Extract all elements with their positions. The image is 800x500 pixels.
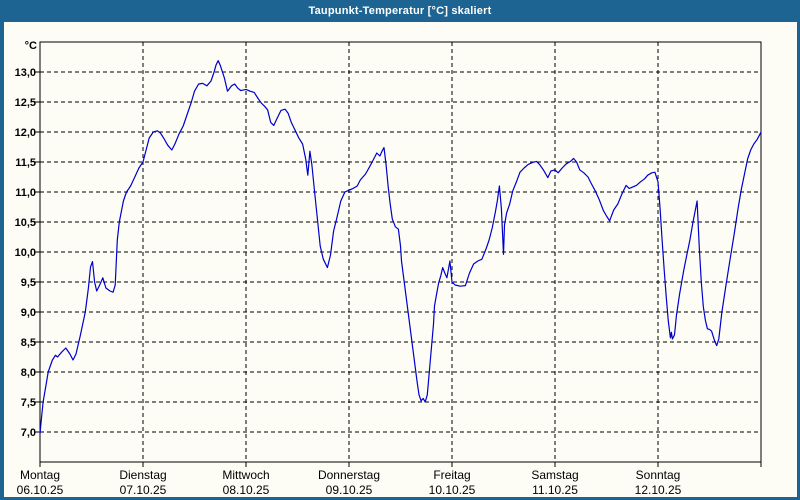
y-tick-label: 7,0 <box>21 427 36 439</box>
y-tick-label: 10,5 <box>15 217 36 229</box>
y-tick-label: 13,0 <box>15 67 36 79</box>
y-tick-label: 11,5 <box>15 157 36 169</box>
x-date-label: 09.10.25 <box>326 483 373 497</box>
x-day-label: Mittwoch <box>222 468 269 482</box>
plot-border <box>39 41 762 463</box>
y-tick-label: 8,0 <box>21 367 36 379</box>
x-date-label: 10.10.25 <box>429 483 476 497</box>
x-day-label: Sonntag <box>636 468 681 482</box>
chart-background <box>4 22 797 497</box>
x-date-label: 12.10.25 <box>635 483 682 497</box>
y-tick-label: 9,5 <box>21 277 36 289</box>
x-day-label: Dienstag <box>119 468 166 482</box>
x-date-label: 11.10.25 <box>532 483 578 497</box>
y-tick-label: 10,0 <box>15 247 36 259</box>
window-title: Taupunkt-Temperatur [°C] skaliert <box>308 5 492 17</box>
y-tick-label: 11,0 <box>15 187 36 199</box>
y-tick-label: 8,5 <box>21 337 36 349</box>
axes <box>35 41 762 467</box>
x-day-label: Donnerstag <box>318 468 380 482</box>
y-tick-label: 12,0 <box>15 127 36 139</box>
window-title-bar[interactable]: Taupunkt-Temperatur [°C] skaliert <box>0 0 800 22</box>
temperature-line <box>39 59 762 435</box>
x-day-label: Montag <box>20 468 60 482</box>
x-day-label: Samstag <box>531 468 578 482</box>
y-tick-label: 9,0 <box>21 307 36 319</box>
x-day-label: Freitag <box>433 468 470 482</box>
x-date-label: 06.10.25 <box>17 483 64 497</box>
y-axis-unit-label: °C <box>25 40 37 52</box>
grid-lines <box>40 42 761 462</box>
x-date-label: 07.10.25 <box>120 483 167 497</box>
x-date-label: 08.10.25 <box>223 483 270 497</box>
y-tick-label: 12,5 <box>15 97 36 109</box>
y-tick-label: 7,5 <box>21 397 36 409</box>
y-axis-labels: 13,0 12,5 12,0 11,5 11,0 10,5 10,0 9,5 9,0 8,5 8,0… <box>15 40 37 439</box>
